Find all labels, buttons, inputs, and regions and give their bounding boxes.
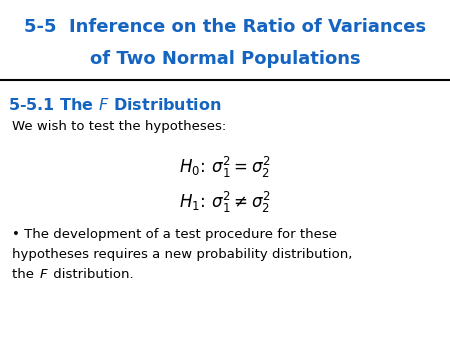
Text: the: the xyxy=(12,268,38,281)
Text: 5-5.1 The $\mathit{F}$ Distribution: 5-5.1 The $\mathit{F}$ Distribution xyxy=(0,337,1,338)
Text: We wish to test the hypotheses:: We wish to test the hypotheses: xyxy=(12,120,226,133)
Text: of Two Normal Populations: of Two Normal Populations xyxy=(90,50,360,68)
Text: $H_1\!:\, \sigma_1^2 \neq \sigma_2^2$: $H_1\!:\, \sigma_1^2 \neq \sigma_2^2$ xyxy=(179,190,271,215)
Text: 5-5.1 The: 5-5.1 The xyxy=(0,337,1,338)
Text: 5-5  Inference on the Ratio of Variances: 5-5 Inference on the Ratio of Variances xyxy=(24,18,426,36)
Text: distribution.: distribution. xyxy=(49,268,134,281)
Text: 5-5.1 The $\mathbf{\mathit{F}}$ Distribution: 5-5.1 The $\mathbf{\mathit{F}}$ Distribu… xyxy=(8,97,222,113)
Text: $\mathbf{\mathit{F}}$: $\mathbf{\mathit{F}}$ xyxy=(39,268,49,281)
Text: $H_0\!:\, \sigma_1^2 = \sigma_2^2$: $H_0\!:\, \sigma_1^2 = \sigma_2^2$ xyxy=(179,155,271,180)
Text: hypotheses requires a new probability distribution,: hypotheses requires a new probability di… xyxy=(12,248,352,261)
Text: • The development of a test procedure for these: • The development of a test procedure fo… xyxy=(12,228,337,241)
